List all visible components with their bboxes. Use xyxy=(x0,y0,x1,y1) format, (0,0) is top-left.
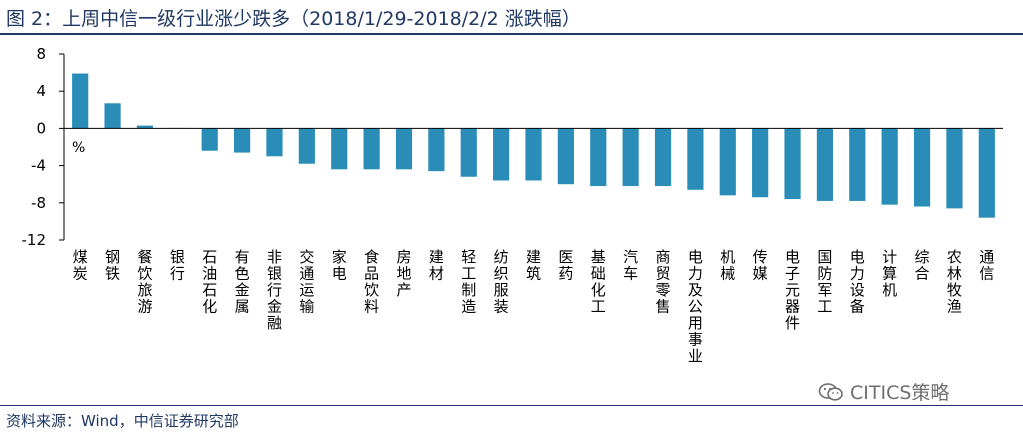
bar-15 xyxy=(557,128,574,185)
bar-0 xyxy=(72,73,89,129)
bar-25 xyxy=(881,128,898,205)
y-tick-label-2: 0 xyxy=(36,119,46,137)
chart-title: 图 2：上周中信一级行业涨少跌多（2018/1/29-2018/2/2 涨跌幅） xyxy=(6,8,581,30)
bar-1 xyxy=(104,103,121,129)
x-tick-label-19: 电力及公用事业 xyxy=(688,248,703,365)
bar-2 xyxy=(136,125,154,129)
x-tick-label-15: 医药 xyxy=(558,248,573,283)
x-tick-label-4: 石油石化 xyxy=(202,248,217,316)
bar-17 xyxy=(622,128,639,187)
y-tick-label-0: 8 xyxy=(36,45,46,63)
bar-9 xyxy=(363,128,380,170)
title-divider xyxy=(0,33,1023,35)
bar-11 xyxy=(428,128,445,172)
x-tick-label-28: 通信 xyxy=(979,248,994,283)
bar-20 xyxy=(719,128,736,196)
x-tick-label-0: 煤炭 xyxy=(73,248,88,283)
x-tick-label-11: 建材 xyxy=(429,248,444,283)
bar-24 xyxy=(849,128,866,201)
bar-6 xyxy=(266,128,283,157)
x-tick-label-9: 食品饮料 xyxy=(364,248,379,316)
bar-19 xyxy=(687,128,704,190)
bar-12 xyxy=(460,128,477,177)
x-tick-label-3: 银行 xyxy=(170,248,185,283)
x-tick-label-8: 家电 xyxy=(332,248,347,283)
y-tick-label-4: -8 xyxy=(31,194,46,212)
x-tick-label-14: 建筑 xyxy=(526,248,541,283)
bar-8 xyxy=(331,128,348,170)
x-tick-label-17: 汽车 xyxy=(623,248,638,283)
bar-7 xyxy=(298,128,315,164)
unit-label: % xyxy=(72,140,85,156)
x-tick-label-25: 计算机 xyxy=(882,248,897,299)
x-tick-label-23: 国防军工 xyxy=(817,248,832,316)
bar-21 xyxy=(752,128,769,198)
x-tick-label-7: 交通运输 xyxy=(299,248,314,316)
x-tick-label-16: 基础化工 xyxy=(591,248,606,316)
x-tick-label-13: 纺织服装 xyxy=(494,248,509,316)
bars-group xyxy=(72,73,995,218)
bar-5 xyxy=(233,128,251,153)
bar-10 xyxy=(395,128,413,170)
bar-18 xyxy=(654,128,672,187)
x-tick-label-22: 电子元器件 xyxy=(785,248,800,332)
x-tick-label-27: 农林牧渔 xyxy=(947,248,962,316)
y-tick-labels: 8 4 0 -4 -8 -12 xyxy=(22,45,47,249)
x-tick-label-6: 非银行金融 xyxy=(267,248,282,332)
bar-27 xyxy=(946,128,963,209)
bar-4 xyxy=(201,128,218,151)
wechat-icon xyxy=(818,382,844,402)
bar-16 xyxy=(590,128,607,187)
source-note: 资料来源：Wind，中信证券研究部 xyxy=(6,412,239,430)
watermark-text: CITICS策略 xyxy=(850,382,950,404)
x-tick-label-20: 机械 xyxy=(720,248,735,283)
x-tick-label-12: 轻工制造 xyxy=(461,248,476,316)
bar-26 xyxy=(913,128,931,207)
x-tick-label-5: 有色金属 xyxy=(235,248,250,316)
x-tick-label-21: 传媒 xyxy=(753,248,768,283)
y-tick-label-1: 4 xyxy=(36,82,46,100)
bar-23 xyxy=(816,128,834,201)
bar-14 xyxy=(525,128,542,181)
y-tick-label-3: -4 xyxy=(31,157,46,175)
x-tick-label-1: 钢铁 xyxy=(105,248,120,283)
bar-22 xyxy=(784,128,801,200)
x-tick-label-18: 商贸零售 xyxy=(656,248,671,316)
bar-28 xyxy=(978,128,995,218)
axes-group xyxy=(59,53,1003,241)
y-tick-label-5: -12 xyxy=(22,231,47,249)
x-tick-label-24: 电力设备 xyxy=(850,248,865,316)
footer-divider xyxy=(0,405,1023,406)
x-tick-label-10: 房地产 xyxy=(396,248,411,299)
x-tick-label-2: 餐饮旅游 xyxy=(137,248,152,316)
bar-13 xyxy=(493,128,510,181)
x-tick-label-26: 综合 xyxy=(915,248,930,283)
watermark: CITICS策略 xyxy=(818,378,949,405)
